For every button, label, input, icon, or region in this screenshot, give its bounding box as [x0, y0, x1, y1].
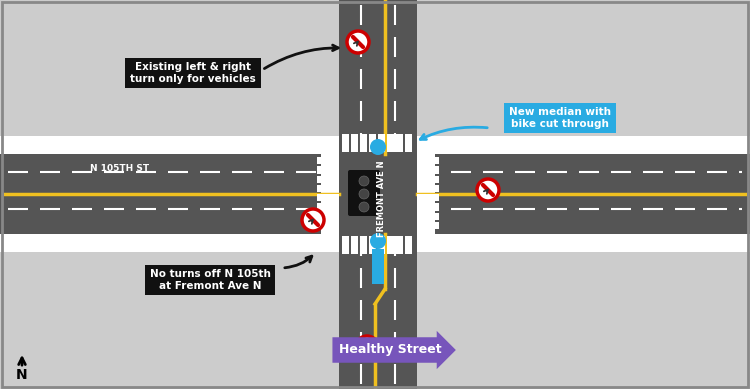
Bar [317, 185, 339, 192]
Bar [396, 236, 404, 254]
Bar [372, 249, 384, 284]
Bar [317, 222, 339, 229]
Bar [417, 203, 439, 211]
Bar [0, 136, 339, 154]
Bar [342, 236, 350, 254]
Bar [317, 157, 339, 165]
Bar [321, 154, 339, 234]
Bar [0, 234, 339, 252]
Bar [317, 203, 339, 211]
Bar [369, 236, 376, 254]
Bar [396, 134, 404, 152]
Circle shape [309, 204, 369, 264]
Circle shape [477, 179, 499, 201]
Bar [417, 222, 439, 229]
Bar [321, 154, 339, 234]
Bar [317, 175, 339, 183]
Circle shape [359, 202, 369, 212]
Bar [387, 236, 394, 254]
Circle shape [387, 124, 447, 184]
Bar [417, 136, 750, 154]
Bar [317, 166, 339, 173]
Bar [417, 154, 435, 234]
Bar [339, 0, 417, 389]
Bar [0, 154, 750, 234]
Bar [317, 194, 339, 202]
Bar [417, 234, 750, 252]
Circle shape [370, 139, 386, 155]
Bar [339, 0, 417, 389]
Bar [378, 134, 386, 152]
Bar [417, 166, 439, 173]
Text: New median with
bike cut through: New median with bike cut through [509, 107, 611, 129]
Circle shape [359, 176, 369, 186]
Bar [417, 136, 750, 154]
Circle shape [347, 31, 369, 53]
Bar [351, 236, 358, 254]
Circle shape [356, 336, 378, 358]
Bar [360, 134, 368, 152]
Circle shape [309, 124, 369, 184]
Bar [387, 134, 394, 152]
Bar [0, 234, 339, 252]
Bar [0, 136, 339, 154]
Bar [417, 212, 439, 220]
Bar [378, 236, 386, 254]
Bar [417, 185, 439, 192]
Circle shape [302, 209, 324, 231]
Bar [342, 134, 350, 152]
Bar [317, 212, 339, 220]
Bar [0, 154, 750, 234]
Bar [417, 154, 435, 234]
Circle shape [359, 189, 369, 199]
Text: Healthy Street: Healthy Street [339, 343, 441, 356]
Bar [417, 175, 439, 183]
Bar [369, 134, 376, 152]
Circle shape [370, 233, 386, 249]
Text: FREMONT AVE N: FREMONT AVE N [376, 161, 386, 237]
Bar [360, 236, 368, 254]
Bar [405, 134, 412, 152]
Text: Existing left & right
turn only for vehicles: Existing left & right turn only for vehi… [130, 62, 256, 84]
Bar [351, 134, 358, 152]
Bar [405, 236, 412, 254]
Text: No turns off N 105th
at Fremont Ave N: No turns off N 105th at Fremont Ave N [149, 269, 271, 291]
Bar [417, 194, 439, 202]
FancyBboxPatch shape [348, 170, 380, 216]
Text: N 105TH ST: N 105TH ST [91, 163, 149, 172]
Circle shape [387, 204, 447, 264]
Bar [417, 157, 439, 165]
Text: N: N [16, 368, 28, 382]
Bar [417, 234, 750, 252]
